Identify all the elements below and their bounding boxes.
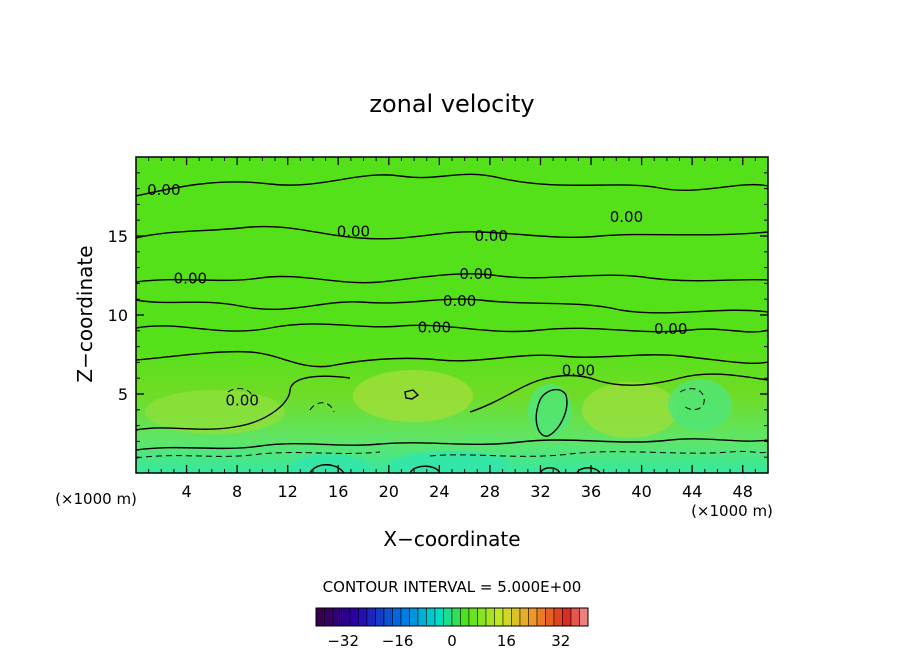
colorbar-segment [349, 607, 359, 627]
x-tick-label: 12 [278, 482, 298, 501]
colorbar-segment [341, 607, 351, 627]
colorbar-ticks: −32 −16 0 16 32 [327, 632, 570, 650]
colorbar-segment [562, 607, 572, 627]
colorbar-segment [400, 607, 410, 627]
colorbar-segment [485, 607, 495, 627]
colorbar-tick-label: 0 [447, 632, 457, 650]
colorbar-frame [315, 607, 589, 627]
colorbar-tick-label: −16 [382, 632, 414, 650]
colorbar-segment [536, 607, 546, 627]
colorbar-segment [375, 607, 385, 627]
colorbar-segment [358, 607, 368, 627]
colorbar-segment [392, 607, 402, 627]
colorbar-segment [315, 607, 325, 627]
x-tick-label: 16 [328, 482, 348, 501]
contour-label: 0.00 [459, 265, 492, 283]
plot-area: 0.00 0.00 0.00 0.00 0.00 0.00 0.00 0.00 0.00 0.00… [136, 157, 768, 473]
warm-anomaly [145, 390, 285, 434]
colorbar-tick-label: 16 [497, 632, 516, 650]
colorbar-tick-label: −32 [327, 632, 359, 650]
x-tick-label: 20 [379, 482, 399, 501]
colorbar-segment [383, 607, 393, 627]
x-tick-label: 28 [480, 482, 500, 501]
colorbar-segment [324, 607, 334, 627]
y-tick-label: 15 [108, 227, 128, 246]
x-tick-label: 44 [682, 482, 702, 501]
contour-label: 0.00 [474, 227, 507, 245]
colorbar-segment [528, 607, 538, 627]
x-unit-left: (×1000 m) [55, 490, 137, 508]
contour-label: 0.00 [337, 222, 370, 240]
colorbar-segment [519, 607, 529, 627]
x-tick-label: 24 [429, 482, 449, 501]
colorbar-segment [417, 607, 427, 627]
contour-label: 0.00 [654, 320, 687, 338]
colorbar-segment [409, 607, 419, 627]
x-tick-label: 4 [181, 482, 191, 501]
contour-label: 0.00 [443, 292, 476, 310]
x-axis-ticks: 4 8 12 16 20 24 28 32 36 40 44 48 [148, 157, 756, 501]
y-tick-label: 10 [108, 306, 128, 325]
contour-interval-label: CONTOUR INTERVAL = 5.000E+00 [323, 578, 582, 596]
colorbar-segment [443, 607, 453, 627]
contour-label: 0.00 [174, 270, 207, 288]
contour-label: 0.00 [418, 319, 451, 337]
x-tick-label: 36 [581, 482, 601, 501]
cool-anomaly [390, 451, 510, 473]
colorbar-tick-label: 32 [551, 632, 570, 650]
colorbar-segment [545, 607, 555, 627]
contour-lines-dashed [136, 388, 768, 459]
contour-label: 0.00 [610, 208, 643, 226]
y-axis-ticks: 5 10 15 [108, 172, 768, 458]
contour-lines [136, 173, 768, 473]
cool-anomaly [290, 454, 370, 473]
colorbar-segment [579, 607, 589, 627]
contour-label-layer: 0.00 0.00 0.00 0.00 0.00 0.00 0.00 0.00 0.00 0.00… [147, 181, 687, 409]
colorbar-segment [570, 607, 580, 627]
colorbar-segment [332, 607, 342, 627]
contour-label: 0.00 [147, 181, 180, 199]
x-axis-label: X−coordinate [383, 527, 520, 551]
colorbar-segment [460, 607, 470, 627]
colorbar-segment [426, 607, 436, 627]
y-axis-label: Z−coordinate [73, 245, 97, 382]
x-tick-label: 32 [530, 482, 550, 501]
colorbar-segment [494, 607, 504, 627]
y-tick-label: 5 [118, 385, 128, 404]
colorbar-segment [553, 607, 563, 627]
colorbar-segment [451, 607, 461, 627]
colorbar-segment [502, 607, 512, 627]
colorbar-segment [511, 607, 521, 627]
x-tick-label: 48 [733, 482, 753, 501]
contour-label: 0.00 [225, 391, 258, 409]
colorbar-segment [477, 607, 487, 627]
colorbar-segment [434, 607, 444, 627]
colorbar-segment [366, 607, 376, 627]
warm-anomaly [582, 382, 678, 438]
chart-title: zonal velocity [369, 90, 534, 118]
cool-anomaly [668, 379, 732, 431]
x-tick-label: 40 [631, 482, 651, 501]
x-tick-label: 8 [232, 482, 242, 501]
x-unit-right: (×1000 m) [691, 502, 773, 520]
contour-label: 0.00 [562, 361, 595, 379]
colorbar-segment [468, 607, 478, 627]
colorbar [315, 607, 589, 627]
warm-anomaly [353, 370, 473, 422]
